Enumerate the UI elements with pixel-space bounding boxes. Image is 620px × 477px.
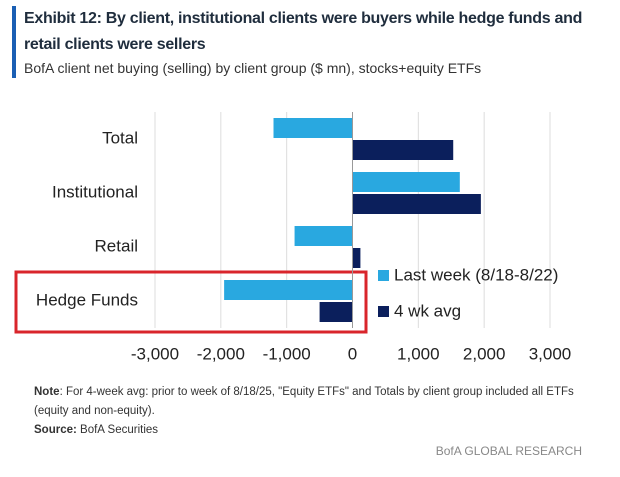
bar — [273, 118, 353, 138]
bar — [352, 140, 454, 160]
y-tick-label: Hedge Funds — [36, 290, 138, 309]
bar — [352, 172, 460, 192]
footnote: Note: For 4-week avg: prior to week of 8… — [34, 383, 594, 440]
bar — [224, 280, 353, 300]
note: : For 4-week avg: prior to week of 8/18/… — [34, 386, 574, 417]
x-tick-label: 0 — [348, 344, 357, 363]
x-tick-label: 2,000 — [463, 344, 506, 363]
highlight-box — [14, 270, 368, 334]
chart-subtitle: BofA client net buying (selling) by clie… — [24, 60, 482, 76]
y-tick-label: Total — [102, 128, 138, 147]
legend-label: Last week (8/18-8/22) — [394, 265, 558, 284]
x-tick-label: -3,000 — [131, 344, 179, 363]
legend-swatch — [378, 306, 389, 317]
branding: BofA GLOBAL RESEARCH — [435, 444, 582, 458]
bar — [319, 302, 353, 322]
note-label: Note — [34, 386, 60, 398]
source-label: Source: — [34, 424, 77, 436]
bar — [294, 226, 353, 246]
legend-swatch — [378, 270, 389, 281]
bar — [352, 248, 361, 268]
x-tick-label: -2,000 — [197, 344, 245, 363]
x-tick-label: 3,000 — [529, 344, 572, 363]
y-tick-label: Retail — [95, 236, 138, 255]
y-tick-label: Institutional — [52, 182, 138, 201]
bar — [352, 194, 481, 214]
legend-label: 4 wk avg — [394, 301, 461, 320]
x-tick-label: 1,000 — [397, 344, 440, 363]
header: Exhibit 12: By client, institutional cli… — [12, 6, 594, 78]
x-tick-label: -1,000 — [263, 344, 311, 363]
chart-title: Exhibit 12: By client, institutional cli… — [24, 10, 583, 53]
source: BofA Securities — [80, 424, 159, 436]
